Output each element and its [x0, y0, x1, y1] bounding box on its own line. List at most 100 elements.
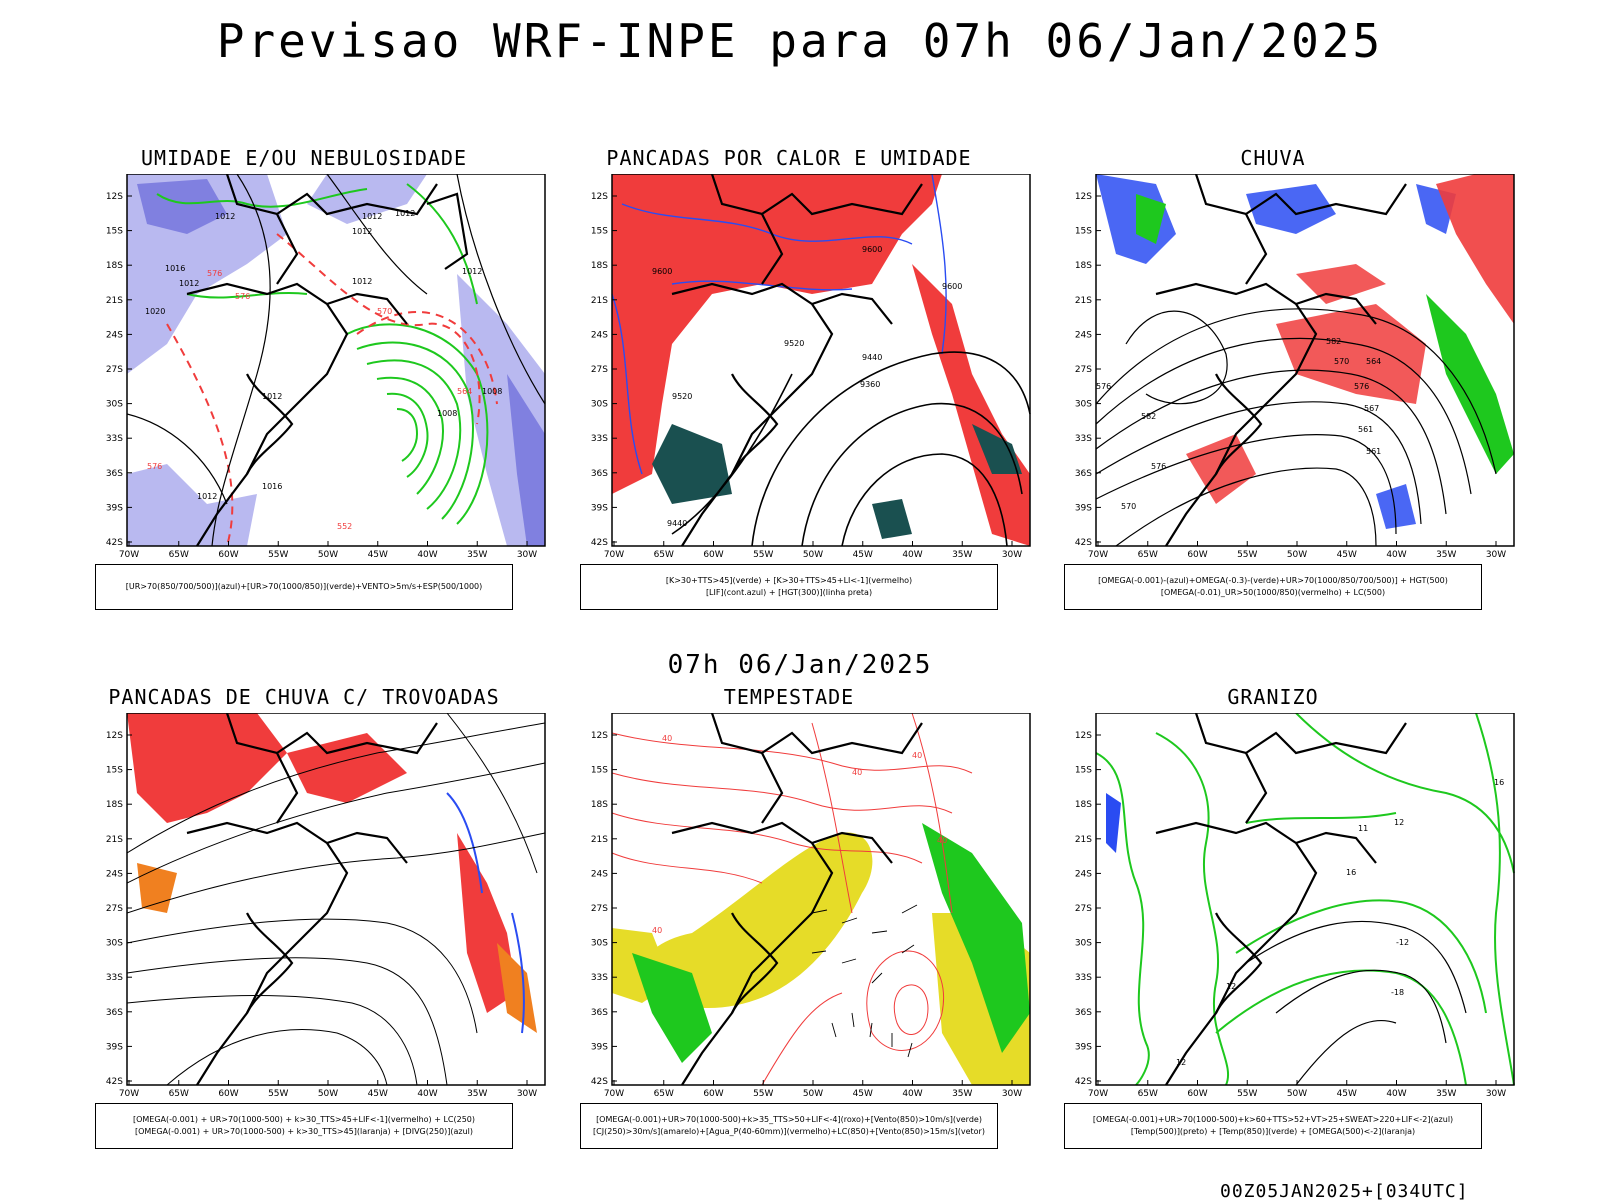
divergence-contours: [446, 792, 525, 1034]
lon-tick-label: 50W: [1287, 1089, 1307, 1098]
svg-text:570: 570: [1121, 502, 1136, 511]
map-frame: [126, 174, 546, 547]
svg-text:40: 40: [937, 836, 947, 845]
lat-tick-label: 42S: [591, 1077, 608, 1087]
svg-text:576: 576: [1354, 382, 1369, 391]
orange-area: [497, 943, 537, 1033]
svg-text:564: 564: [1366, 357, 1381, 366]
lon-tick-label: 35W: [1436, 550, 1456, 559]
svg-text:561: 561: [1358, 425, 1373, 434]
svg-text:40: 40: [652, 926, 662, 935]
lat-tick-label: 36S: [106, 1008, 123, 1018]
svg-text:582: 582: [1141, 412, 1156, 421]
lon-tick-label: 50W: [318, 550, 338, 559]
main-title: Previsao WRF-INPE para 07h 06/Jan/2025: [216, 14, 1384, 68]
lat-tick-label: 30S: [106, 939, 123, 949]
panel-title: TEMPESTADE: [723, 685, 855, 709]
legend-line: [OMEGA(-0.001)+UR>70(1000-500)+k>60+TTS>…: [1092, 1115, 1454, 1124]
lat-tick-label: 30S: [106, 400, 123, 410]
axis-labels: 12S 15S 18S 21S 24S 27S 30S 33S 36S 39S 42S 70W 65W 6…: [591, 731, 1022, 1098]
lat-tick-label: 24S: [591, 330, 608, 340]
lat-tick-label: 30S: [1075, 939, 1092, 949]
lon-tick-label: 50W: [1287, 550, 1307, 559]
lon-tick-label: 60W: [1187, 1089, 1207, 1098]
country-borders: [186, 174, 469, 547]
lon-tick-label: 55W: [268, 550, 288, 559]
lon-tick-label: 70W: [1088, 550, 1108, 559]
lat-tick-label: 30S: [591, 939, 608, 949]
axis-labels: 12S 15S 18S 21S 24S 27S 30S 33S 36S 39S 42S 70W 65W 6…: [106, 731, 537, 1098]
svg-text:1016: 1016: [165, 264, 185, 273]
lat-tick-label: 24S: [1075, 869, 1092, 879]
lon-tick-label: 45W: [1337, 1089, 1357, 1098]
lat-tick-label: 21S: [106, 835, 123, 845]
lat-tick-label: 18S: [1075, 800, 1092, 810]
map-chuva: 582 576 570 564 582 576 570 567 561 561 …: [1075, 174, 1515, 559]
svg-text:-12: -12: [1396, 938, 1409, 947]
svg-text:-18: -18: [1391, 988, 1404, 997]
svg-text:1012: 1012: [179, 279, 199, 288]
legend-line: [Temp(500)](preto) + [Temp(850)](verde) …: [1130, 1127, 1416, 1136]
svg-text:1012: 1012: [262, 392, 282, 401]
lat-tick-label: 18S: [1075, 261, 1092, 271]
panel-title: PANCADAS POR CALOR E UMIDADE: [606, 146, 972, 170]
svg-text:1012: 1012: [352, 227, 372, 236]
svg-text:9440: 9440: [667, 519, 687, 528]
contour-labels: 582 576 570 564 582 576 570 567 561 561 …: [1096, 337, 1381, 511]
panel-pancadas-calor: PANCADAS POR CALOR E UMIDADE 9600: [580, 146, 1080, 610]
lat-tick-label: 15S: [106, 766, 123, 776]
map-frame: [1095, 713, 1515, 1086]
lon-tick-label: 65W: [1138, 1089, 1158, 1098]
panel-pancadas-trovoadas: PANCADAS DE CHUVA C/ TROVOADAS: [95, 685, 595, 1149]
svg-text:576: 576: [1096, 382, 1111, 391]
panel-chuva: CHUVA 582 576 5: [1064, 146, 1564, 610]
svg-text:16: 16: [1494, 778, 1504, 787]
black-pressure-contours: [126, 174, 546, 547]
svg-text:9600: 9600: [652, 267, 672, 276]
panel-granizo: GRANIZO -12 -18 12 12: [1064, 685, 1564, 1149]
lon-tick-label: 35W: [467, 550, 487, 559]
instability-area: [612, 174, 942, 494]
lat-tick-label: 24S: [1075, 330, 1092, 340]
lon-tick-label: 30W: [517, 550, 537, 559]
svg-text:552: 552: [337, 522, 352, 531]
lon-tick-label: 30W: [1486, 1089, 1506, 1098]
country-borders: [1155, 713, 1407, 1086]
omega-strong-area: [1136, 194, 1166, 244]
panel-legend: [OMEGA(-0.001)+UR>70(1000-500)+k>35_TTS>…: [580, 1103, 998, 1149]
lat-tick-label: 33S: [1075, 973, 1092, 983]
lon-tick-label: 55W: [268, 1089, 288, 1098]
legend-line: [K>30+TTS>45](verde) + [K>30+TTS>45+LI<-…: [665, 576, 913, 585]
lon-tick-label: 60W: [218, 550, 238, 559]
jet-area: [642, 832, 873, 1008]
panel-title: UMIDADE E/OU NEBULOSIDADE: [140, 146, 468, 170]
svg-text:1012: 1012: [395, 209, 415, 218]
lat-tick-label: 36S: [106, 469, 123, 479]
heat-humidity-area: [972, 424, 1022, 474]
run-info: 00Z05JAN2025+[034UTC]: [1220, 1181, 1469, 1202]
svg-text:1012: 1012: [462, 267, 482, 276]
svg-text:1008: 1008: [437, 409, 457, 418]
svg-text:12: 12: [1226, 982, 1236, 991]
svg-text:11: 11: [1358, 824, 1368, 833]
lon-tick-label: 35W: [1436, 1089, 1456, 1098]
thunder-area: [287, 733, 407, 803]
map-granizo: -12 -18 12 12 16 11 12 16 12S 15S 18S 21S 24…: [1075, 713, 1515, 1098]
svg-text:561: 561: [1366, 447, 1381, 456]
svg-text:9600: 9600: [862, 245, 882, 254]
svg-text:582: 582: [1326, 337, 1341, 346]
panel-legend: [OMEGA(-0.001) + UR>70(1000-500) + k>30_…: [95, 1103, 513, 1149]
lon-tick-label: 55W: [753, 550, 773, 559]
humidity-area: [137, 179, 227, 234]
svg-text:570: 570: [1334, 357, 1349, 366]
lon-tick-label: 70W: [119, 550, 139, 559]
lat-tick-label: 33S: [106, 973, 123, 983]
lon-tick-label: 50W: [803, 1089, 823, 1098]
lat-tick-label: 12S: [106, 192, 123, 202]
lon-tick-label: 35W: [467, 1089, 487, 1098]
lon-tick-label: 70W: [604, 550, 624, 559]
map-tempestade: 40 40 40 40 40 12S 15S 18S 21S 24S 27S 30S 33S 3…: [591, 713, 1031, 1098]
lon-tick-label: 45W: [368, 550, 388, 559]
omega-area: [1376, 484, 1416, 529]
lat-tick-label: 15S: [1075, 766, 1092, 776]
